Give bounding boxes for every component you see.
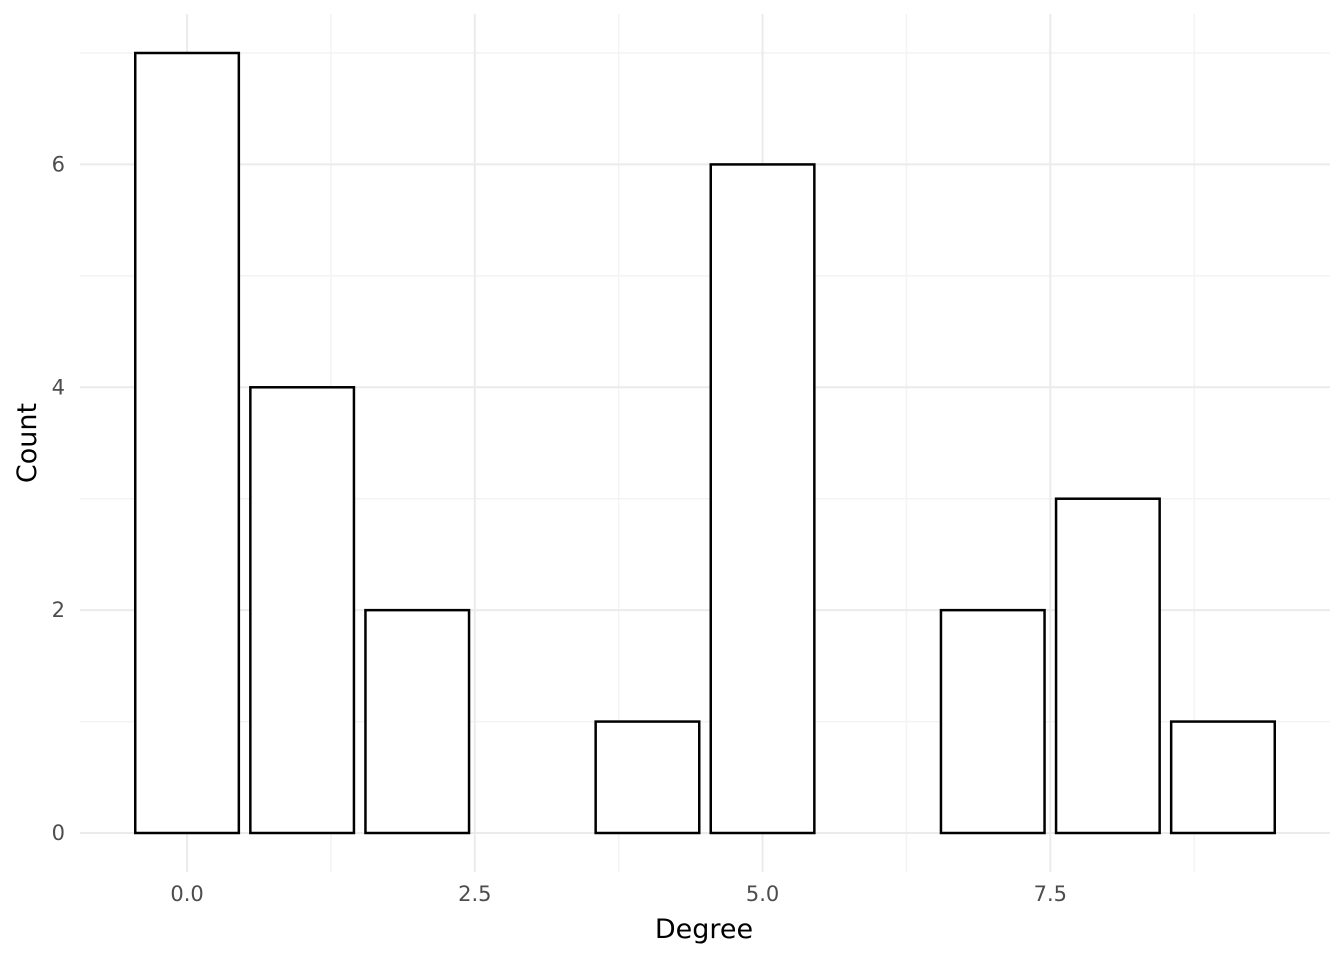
bars bbox=[133, 51, 1277, 835]
bar-degree-9 bbox=[1169, 720, 1277, 835]
bar-degree-5 bbox=[709, 163, 816, 835]
y-axis-ticks: 0 2 4 6 bbox=[52, 152, 65, 845]
bar-degree-7 bbox=[939, 608, 1046, 835]
bar-degree-1 bbox=[249, 386, 356, 835]
x-tick-label: 5.0 bbox=[746, 882, 779, 906]
x-tick-label: 7.5 bbox=[1034, 882, 1067, 906]
y-axis-title: Count bbox=[12, 403, 43, 483]
y-tick-label: 0 bbox=[52, 821, 65, 845]
y-tick-label: 2 bbox=[52, 598, 65, 622]
bar-degree-2 bbox=[364, 608, 471, 835]
bar-degree-0 bbox=[133, 51, 241, 835]
bar-degree-8 bbox=[1054, 497, 1161, 835]
bar-degree-4 bbox=[594, 720, 701, 835]
x-axis-title: Degree bbox=[655, 914, 753, 945]
y-tick-label: 6 bbox=[52, 152, 65, 176]
y-tick-label: 4 bbox=[52, 375, 65, 399]
x-axis-ticks: 0.0 2.5 5.0 7.5 bbox=[170, 882, 1067, 906]
x-tick-label: 0.0 bbox=[170, 882, 203, 906]
x-tick-label: 2.5 bbox=[458, 882, 491, 906]
